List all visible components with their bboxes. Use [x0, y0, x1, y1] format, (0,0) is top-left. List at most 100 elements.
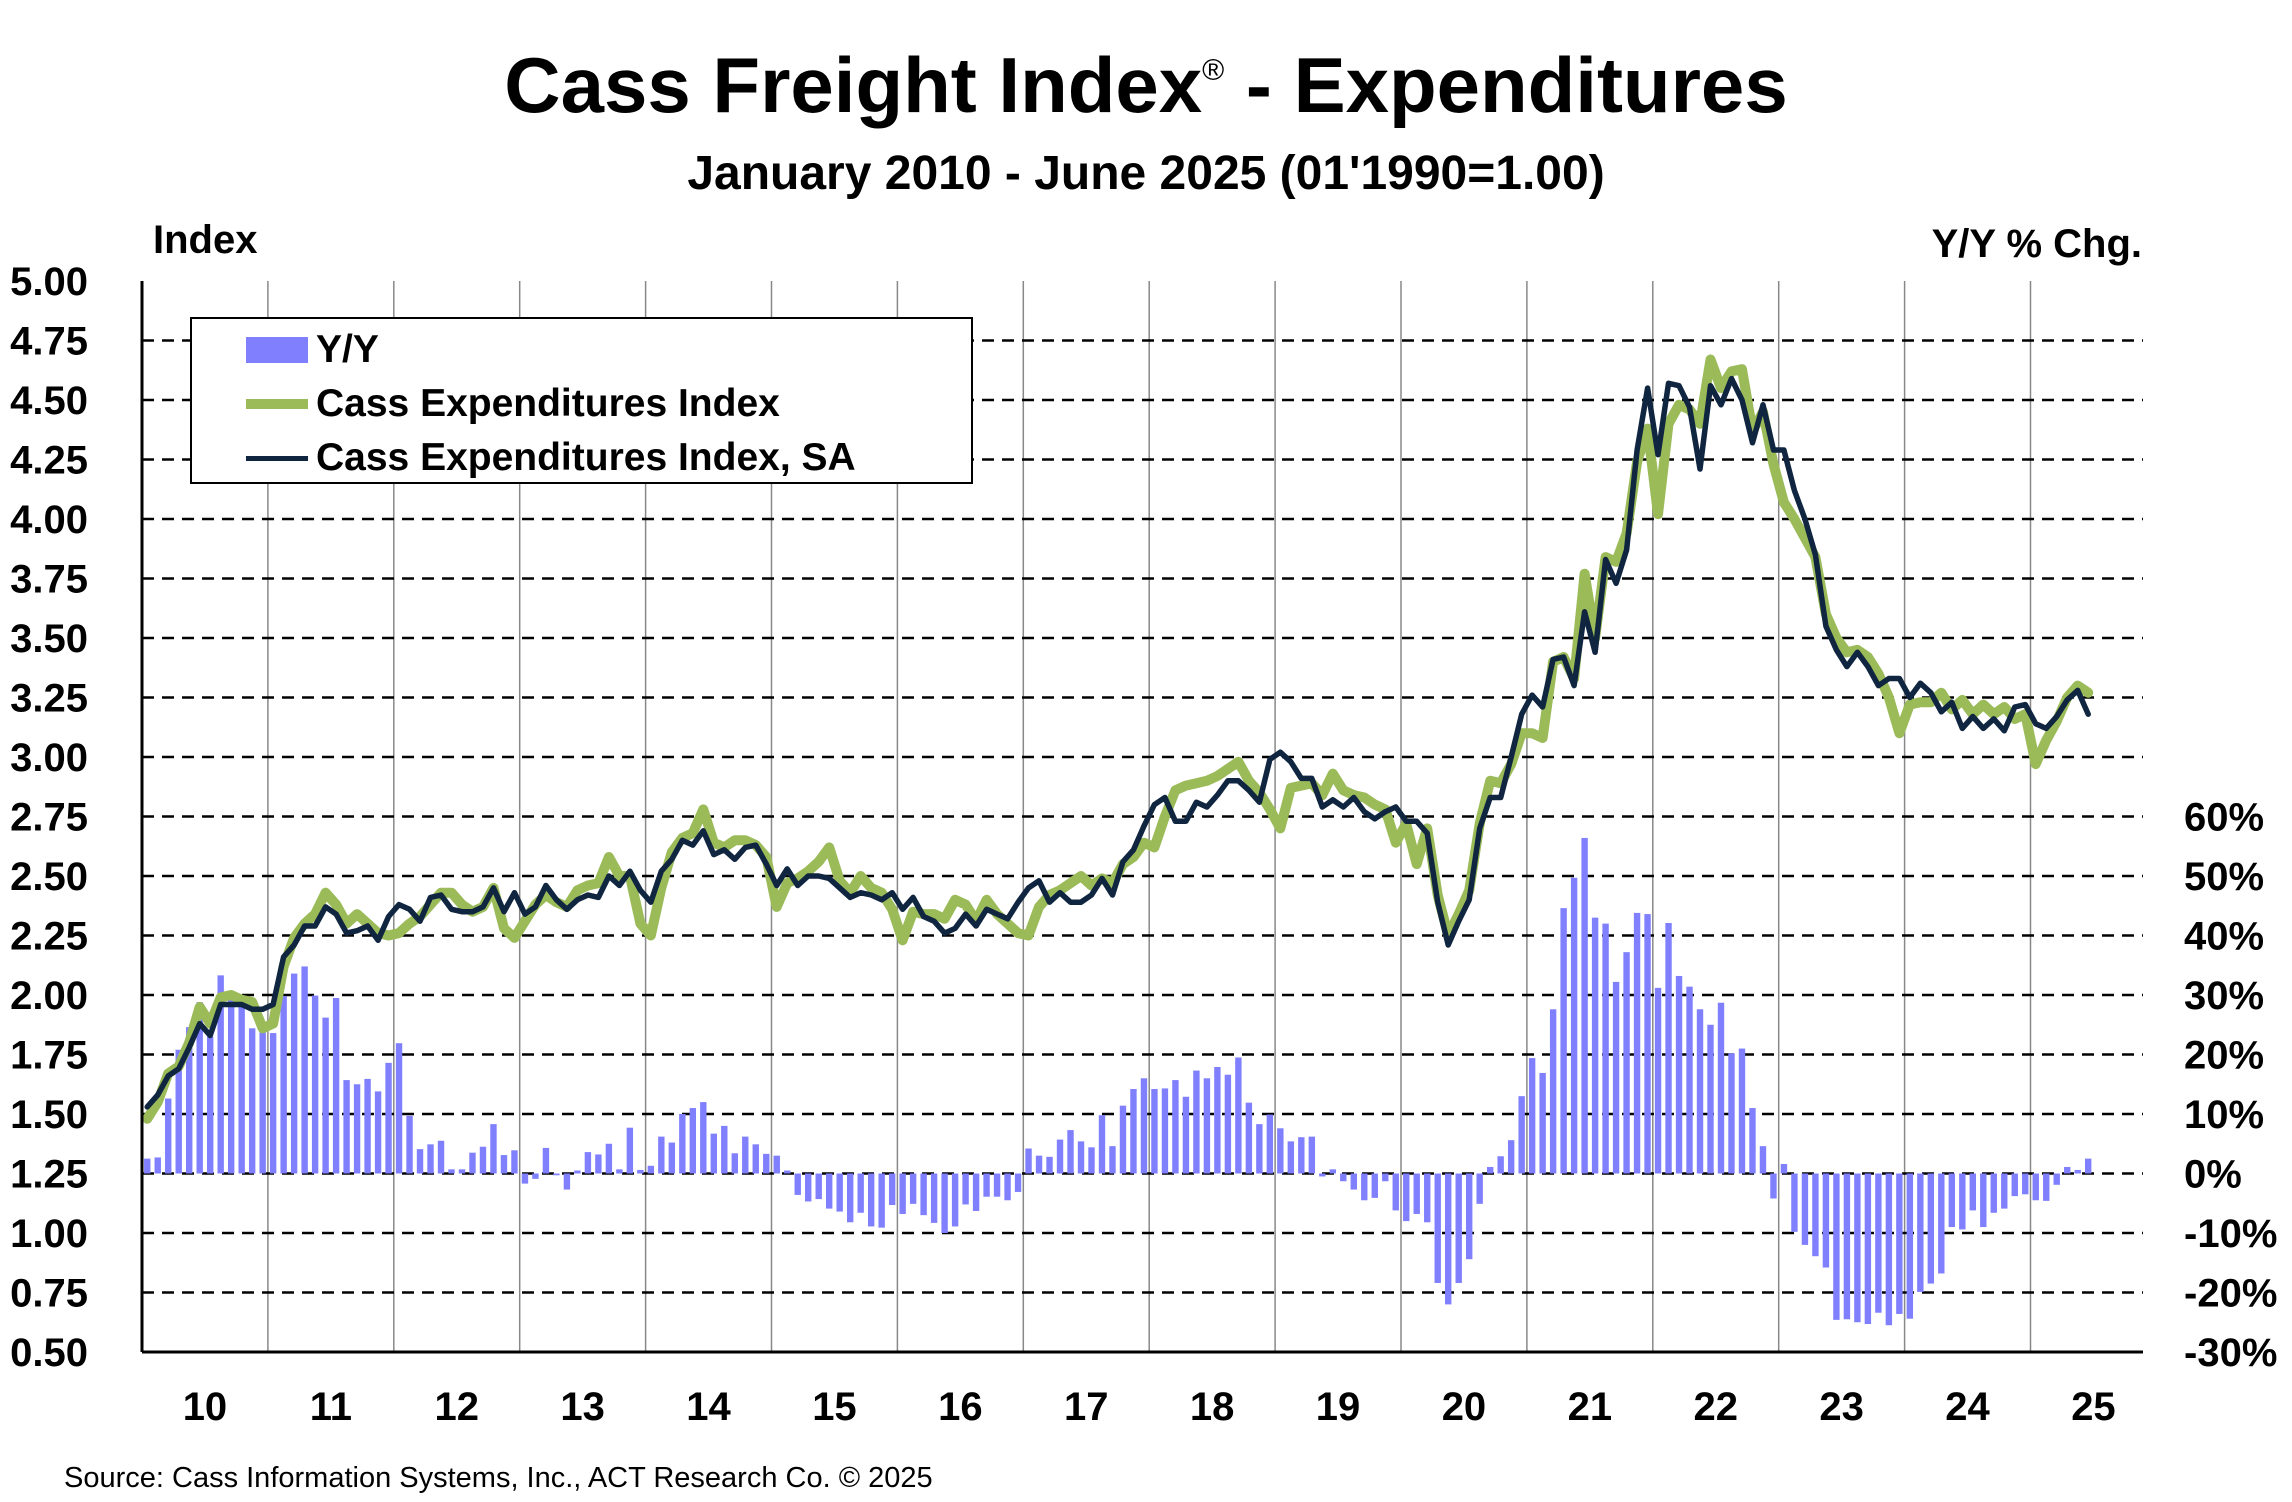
x-tick-label: 24 — [1945, 1385, 1990, 1429]
left-tick-label: 2.50 — [10, 855, 88, 899]
yoy-bar — [1623, 952, 1630, 1174]
yoy-bar — [2022, 1173, 2029, 1195]
yoy-bar — [1518, 1096, 1525, 1174]
yoy-bar — [364, 1078, 371, 1174]
yoy-bar — [1140, 1078, 1148, 1174]
title-text: Cass Freight Index — [504, 41, 1203, 129]
x-tick-label: 25 — [2071, 1385, 2116, 1429]
yoy-bar — [1424, 1173, 1431, 1223]
yoy-bar — [1633, 912, 1641, 1174]
yoy-bar — [658, 1136, 665, 1174]
x-tick-label: 12 — [435, 1385, 480, 1429]
yoy-bars — [144, 837, 2092, 1326]
legend-item-yoy: Y/Y — [246, 325, 379, 375]
yoy-bar — [867, 1173, 875, 1227]
yoy-bar — [805, 1173, 812, 1202]
right-axis-label: Y/Y % Chg. — [1931, 222, 2142, 266]
yoy-bar — [1319, 1173, 1326, 1177]
yoy-bar — [1035, 1155, 1043, 1174]
yoy-bar — [2085, 1158, 2092, 1174]
yoy-bar — [1287, 1141, 1295, 1174]
yoy-bar — [458, 1169, 466, 1174]
yoy-bar — [2011, 1173, 2018, 1197]
yoy-bar — [1392, 1173, 1399, 1211]
yoy-bar — [647, 1165, 655, 1174]
yoy-bar — [1025, 1148, 1032, 1174]
yoy-bar — [962, 1173, 969, 1205]
yoy-bar — [186, 1027, 193, 1174]
yoy-bar — [1266, 1114, 1274, 1174]
yoy-bar — [993, 1173, 1001, 1197]
x-tick-label: 14 — [686, 1385, 731, 1429]
yoy-bar — [1885, 1173, 1893, 1326]
yoy-bar — [1413, 1173, 1420, 1214]
yoy-bar — [406, 1115, 413, 1174]
right-tick-label: 60% — [2184, 796, 2264, 840]
x-tick-label: 21 — [1568, 1385, 1613, 1429]
yoy-bar — [1203, 1078, 1211, 1174]
yoy-bar — [1549, 1009, 1557, 1174]
left-tick-label: 3.50 — [10, 617, 88, 661]
yoy-bar — [1046, 1156, 1053, 1174]
yoy-bar — [1959, 1173, 1966, 1230]
yoy-bar — [1403, 1173, 1410, 1222]
yoy-bar — [1182, 1096, 1190, 1174]
legend-label: Cass Expenditures Index — [316, 382, 780, 425]
right-tick-label: 50% — [2184, 855, 2264, 899]
yoy-bar — [1277, 1128, 1284, 1174]
yoy-bar — [2001, 1173, 2008, 1209]
yoy-bar — [259, 1024, 266, 1174]
yoy-bar — [1654, 987, 1662, 1174]
yoy-bar — [1539, 1072, 1546, 1174]
yoy-bar — [490, 1124, 497, 1174]
yoy-bar — [1801, 1173, 1809, 1245]
yoy-bar — [2043, 1173, 2050, 1201]
yoy-bar — [595, 1154, 602, 1174]
yoy-bar — [689, 1108, 697, 1174]
yoy-bar — [448, 1169, 455, 1174]
yoy-bar — [1151, 1089, 1158, 1174]
yoy-bar — [521, 1173, 529, 1184]
yoy-bar — [815, 1173, 822, 1200]
yoy-bar — [469, 1152, 476, 1174]
yoy-bar — [1119, 1105, 1127, 1174]
yoy-bar — [1591, 917, 1599, 1174]
yoy-bar — [1298, 1137, 1305, 1174]
yoy-bar — [1686, 986, 1693, 1174]
yoy-bar — [794, 1173, 801, 1195]
chart-title: Cass Freight Index® - Expenditures — [0, 40, 2292, 131]
yoy-bar — [1077, 1141, 1085, 1174]
x-tick-label: 17 — [1064, 1385, 1109, 1429]
yoy-bar — [605, 1143, 613, 1174]
x-tick-label: 22 — [1694, 1385, 1739, 1429]
yoy-bar — [395, 1043, 403, 1174]
yoy-bar — [836, 1173, 843, 1212]
left-tick-label: 2.75 — [10, 796, 88, 840]
yoy-bar — [217, 975, 224, 1174]
x-tick-label: 20 — [1442, 1385, 1487, 1429]
legend-swatch-bar — [246, 337, 308, 363]
yoy-bar — [826, 1173, 833, 1209]
yoy-bar — [1843, 1173, 1851, 1320]
x-tick-label: 16 — [938, 1385, 983, 1429]
yoy-bar — [311, 995, 319, 1174]
yoy-bar — [248, 1028, 256, 1174]
yoy-bar — [227, 999, 235, 1174]
yoy-bar — [1004, 1173, 1011, 1201]
yoy-bar — [584, 1152, 592, 1174]
yoy-bar — [374, 1091, 382, 1174]
yoy-bar — [1329, 1169, 1337, 1174]
yoy-bar — [238, 1002, 245, 1174]
yoy-bar — [983, 1173, 990, 1197]
right-tick-label: -10% — [2184, 1212, 2277, 1256]
yoy-bar — [1980, 1173, 1987, 1228]
yoy-bar — [1612, 981, 1620, 1174]
x-tick-label: 13 — [560, 1385, 605, 1429]
yoy-bar — [574, 1170, 581, 1174]
yoy-bar — [899, 1173, 906, 1214]
left-axis-label: Index — [153, 218, 258, 262]
yoy-bar — [1507, 1140, 1515, 1174]
yoy-bar — [290, 973, 298, 1174]
yoy-bar — [1602, 923, 1609, 1174]
yoy-bar — [679, 1114, 686, 1174]
